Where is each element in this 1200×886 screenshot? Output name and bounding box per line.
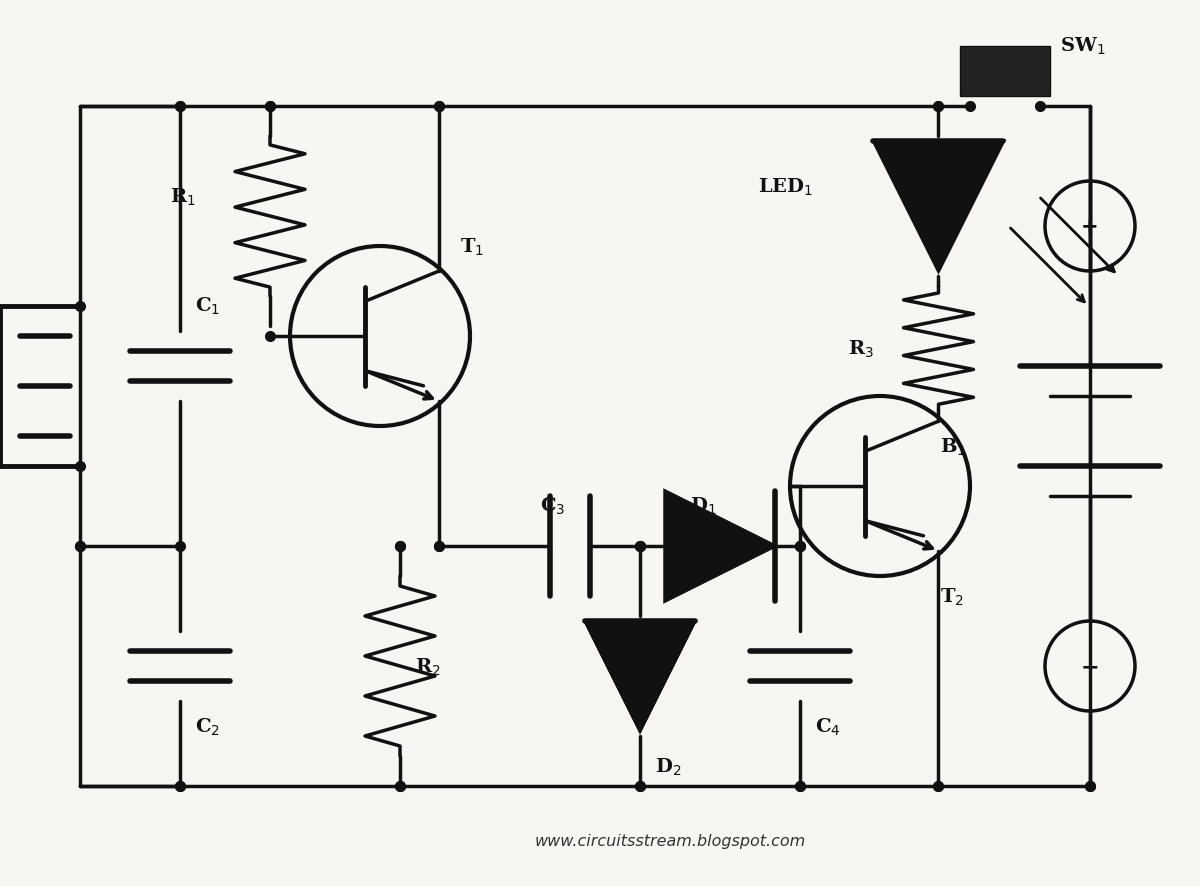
Text: C$_3$: C$_3$ — [540, 495, 565, 517]
Text: −: − — [1081, 657, 1099, 676]
Text: C$_4$: C$_4$ — [815, 716, 840, 737]
Text: www.circuitsstream.blogspot.com: www.circuitsstream.blogspot.com — [534, 834, 805, 849]
Text: T$_2$: T$_2$ — [940, 587, 964, 608]
Text: C$_2$: C$_2$ — [196, 716, 220, 737]
Text: C$_1$: C$_1$ — [196, 295, 220, 316]
Text: LED$_1$: LED$_1$ — [758, 176, 814, 198]
Text: R$_1$: R$_1$ — [170, 186, 196, 207]
Text: B$_1$: B$_1$ — [940, 436, 966, 457]
Polygon shape — [665, 492, 775, 602]
Polygon shape — [586, 621, 695, 731]
Polygon shape — [874, 142, 1003, 272]
Text: D$_1$: D$_1$ — [690, 495, 716, 517]
Bar — [960, 47, 1050, 97]
Text: T$_1$: T$_1$ — [460, 236, 484, 257]
Text: SW$_1$: SW$_1$ — [1060, 35, 1105, 57]
Text: D$_2$: D$_2$ — [655, 756, 682, 777]
Text: R$_2$: R$_2$ — [415, 656, 440, 677]
Text: R$_3$: R$_3$ — [848, 338, 875, 360]
Text: +: + — [1081, 217, 1099, 237]
